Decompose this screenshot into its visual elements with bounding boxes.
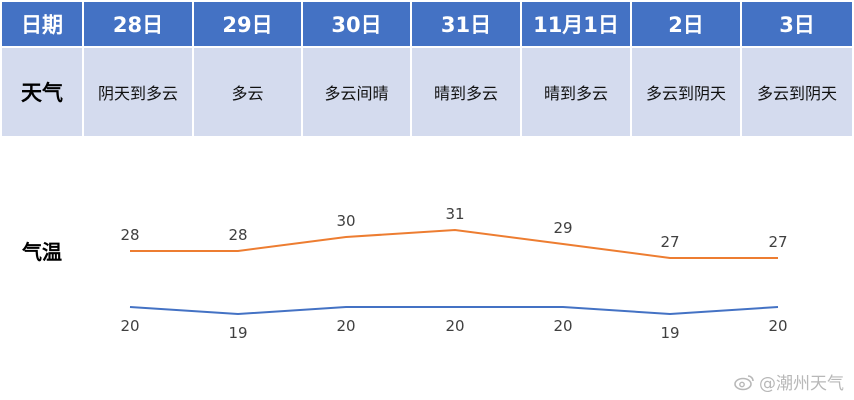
date-cell: 30日 (301, 0, 412, 48)
data-label: 29 (553, 219, 572, 237)
forecast-table: 日期 28日 29日 30日 31日 11月1日 2日 3日 天气 阴天到多云 … (0, 0, 854, 138)
weather-cell: 阴天到多云 (82, 46, 194, 138)
series-line-0 (130, 228, 778, 259)
date-cell: 28日 (82, 0, 194, 48)
weather-cell: 多云到阴天 (740, 46, 854, 138)
weibo-icon (734, 374, 754, 390)
data-label: 19 (228, 324, 247, 342)
data-label: 31 (445, 205, 464, 223)
date-header: 日期 (0, 0, 84, 48)
data-label: 20 (445, 317, 464, 335)
weather-header: 天气 (0, 46, 84, 138)
weather-cell: 晴到多云 (410, 46, 522, 138)
watermark-text: @潮州天气 (759, 374, 844, 394)
date-cell: 11月1日 (520, 0, 632, 48)
date-row: 日期 28日 29日 30日 31日 11月1日 2日 3日 (0, 0, 854, 48)
data-label: 28 (228, 226, 247, 244)
date-cell: 3日 (740, 0, 854, 48)
weather-cell: 晴到多云 (520, 46, 632, 138)
data-label: 20 (120, 317, 139, 335)
data-label: 20 (336, 317, 355, 335)
date-cell: 2日 (630, 0, 742, 48)
data-label: 27 (660, 233, 679, 251)
weather-row: 天气 阴天到多云 多云 多云间晴 晴到多云 晴到多云 多云到阴天 多云到阴天 (0, 46, 854, 138)
data-label: 20 (768, 317, 787, 335)
data-label: 27 (768, 233, 787, 251)
data-label: 30 (336, 212, 355, 230)
data-label: 20 (553, 317, 572, 335)
weather-cell: 多云 (192, 46, 303, 138)
date-cell: 31日 (410, 0, 522, 48)
temperature-label: 气温 (22, 240, 62, 264)
series-line-1 (129, 306, 779, 316)
data-label: 19 (660, 324, 679, 342)
watermark: @潮州天气 (733, 369, 844, 394)
date-cell: 29日 (192, 0, 303, 48)
weather-cell: 多云间晴 (301, 46, 412, 138)
weather-cell: 多云到阴天 (630, 46, 742, 138)
data-label: 28 (120, 226, 139, 244)
